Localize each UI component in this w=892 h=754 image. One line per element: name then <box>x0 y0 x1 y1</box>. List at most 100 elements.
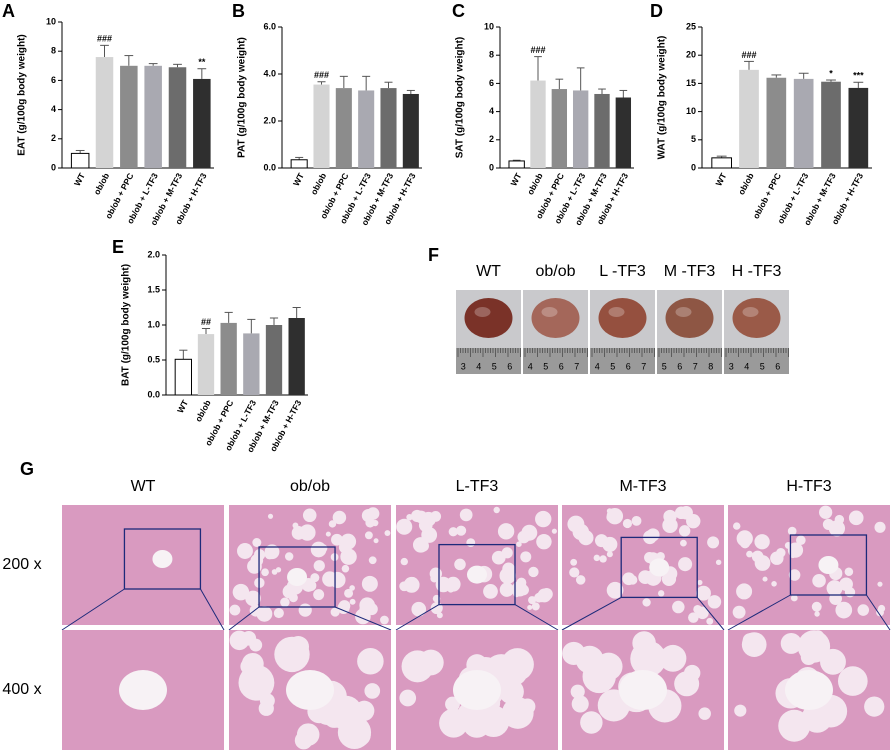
bar <box>358 90 375 168</box>
significance-marker: ** <box>198 57 206 67</box>
fat-vacuole <box>733 522 741 530</box>
fat-vacuole <box>368 556 377 565</box>
central-vein <box>152 550 173 568</box>
fat-vacuole <box>417 539 429 552</box>
fat-vacuole <box>696 606 709 620</box>
bar-chart: E BAT (g/100g body weight) 0.0 0.5 1.0 1.5 2.0… <box>112 237 308 454</box>
bar-chart: D WAT (g/100g body weight) 0 5 10 15 20 25 WT ###… <box>650 1 872 227</box>
fat-vacuole <box>330 607 340 617</box>
fat-vacuole <box>519 698 536 715</box>
fat-vacuole <box>534 592 545 603</box>
fat-vacuole <box>448 527 458 537</box>
fat-vacuole <box>877 581 883 587</box>
fat-vacuole <box>261 568 269 577</box>
zoom-line <box>727 594 791 631</box>
fat-vacuole <box>414 510 428 524</box>
y-tick-label: 4 <box>51 104 56 114</box>
fat-vacuole <box>229 630 250 651</box>
central-vein <box>467 565 487 584</box>
fat-vacuole <box>299 524 316 541</box>
zoom-line <box>561 596 622 631</box>
y-axis-label: EAT (g/100g body weight) <box>17 34 28 155</box>
ruler-label: 4 5 6 7 <box>595 361 651 371</box>
fat-vacuole <box>770 551 784 565</box>
fat-vacuole <box>436 612 443 619</box>
fat-vacuole <box>284 552 294 561</box>
fat-vacuole <box>516 541 522 547</box>
x-tick-label: ob/ob <box>525 171 545 196</box>
fat-vacuole <box>359 603 372 617</box>
fat-vacuole <box>811 601 822 612</box>
x-tick-label: WT <box>175 398 190 415</box>
fat-vacuole <box>569 567 580 578</box>
central-vein <box>785 670 833 710</box>
fat-vacuole <box>659 644 687 672</box>
y-tick-label: 6.0 <box>263 21 276 31</box>
fat-vacuole <box>814 611 820 617</box>
fat-vacuole <box>361 575 378 592</box>
y-tick-label: 0 <box>691 162 696 172</box>
fat-vacuole <box>736 583 753 600</box>
fat-vacuole <box>864 696 885 717</box>
fat-vacuole <box>570 558 578 566</box>
bar <box>572 90 589 168</box>
fat-vacuole <box>622 572 636 586</box>
fat-vacuole <box>411 601 427 617</box>
bar <box>220 322 237 395</box>
bar <box>793 78 814 168</box>
significance-marker: ## <box>201 317 211 327</box>
fat-vacuole <box>521 524 538 541</box>
bar <box>530 80 546 168</box>
photo-label: M -TF3 <box>664 263 716 280</box>
fat-vacuole <box>267 513 274 519</box>
bar <box>766 77 787 168</box>
fat-vacuole <box>811 630 825 643</box>
fat-vacuole <box>354 700 375 721</box>
central-vein <box>619 670 667 710</box>
fat-vacuole <box>520 551 532 563</box>
fat-vacuole <box>325 531 331 537</box>
y-tick-label: 0 <box>489 162 494 172</box>
fat-vacuole <box>657 590 665 597</box>
fat-vacuole <box>447 586 455 593</box>
liver-highlight <box>675 307 692 317</box>
fat-vacuole <box>746 550 753 558</box>
fat-vacuole <box>410 577 417 583</box>
zoom-line <box>395 604 440 631</box>
fat-vacuole <box>310 541 327 558</box>
fat-vacuole <box>528 596 537 605</box>
fat-vacuole <box>606 508 613 514</box>
y-tick-label: 8 <box>489 50 494 60</box>
bar <box>821 81 841 168</box>
ruler <box>724 348 789 374</box>
fat-vacuole <box>642 598 651 607</box>
x-tick-label: ob/ob <box>92 171 112 196</box>
column-label: ob/ob <box>290 478 330 495</box>
fat-vacuole <box>877 604 886 613</box>
bar <box>848 87 869 168</box>
liver-highlight <box>541 307 558 317</box>
histology-panel: G 200 x 400 x WT ob/ob L-TF3 M-TF3 H-TF3 <box>2 459 891 750</box>
fat-vacuole <box>400 557 408 566</box>
bar-chart: B PAT (g/100g body weight) 0.0 2.0 4.0 6.0 WT #… <box>232 1 422 227</box>
fat-vacuole <box>341 564 350 573</box>
liver-highlight <box>608 307 625 317</box>
fat-vacuole <box>384 530 391 537</box>
fat-vacuole <box>599 555 607 563</box>
panel-label: A <box>2 1 15 21</box>
bar <box>594 93 610 168</box>
bar <box>265 325 283 395</box>
fat-vacuole <box>698 707 711 720</box>
fat-vacuole <box>238 664 275 701</box>
y-tick-label: 1.5 <box>147 284 160 294</box>
panel-label: E <box>112 237 124 257</box>
y-tick-label: 0.0 <box>263 162 276 172</box>
fat-vacuole <box>340 537 349 546</box>
ruler-label: 5 6 7 8 <box>662 361 718 371</box>
fat-vacuole <box>493 506 500 514</box>
fat-vacuole <box>857 604 870 616</box>
fat-vacuole <box>344 588 354 598</box>
zoom-line <box>228 606 260 631</box>
fat-vacuole <box>499 567 517 584</box>
fat-vacuole <box>455 525 467 536</box>
